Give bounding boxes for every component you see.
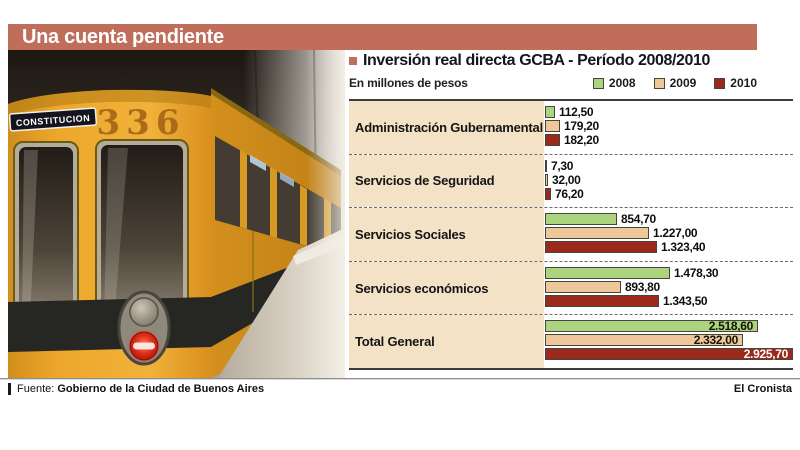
bar-line: 76,20	[545, 186, 793, 201]
route-sign-strip	[250, 155, 266, 171]
bar-line: 854,70	[545, 212, 793, 227]
train-front: CONSTITUCION 336	[8, 89, 211, 378]
bar-line: 893,80	[545, 279, 793, 294]
bar-2008	[545, 159, 547, 172]
bar-line: 2.925,70	[545, 347, 793, 362]
chart-subtitle: En millones de pesos	[349, 76, 468, 90]
bar-line: 32,00	[545, 172, 793, 187]
masthead-title: Una cuenta pendiente	[8, 24, 757, 50]
bar-2010	[545, 134, 560, 146]
value-label: 1.227,00	[653, 226, 698, 241]
category-label: Servicios Sociales	[349, 208, 544, 261]
source-label: Fuente:	[17, 383, 55, 395]
legend-year-label: 2008	[608, 76, 636, 90]
value-label: 2.518,60	[708, 319, 754, 334]
bar-2010	[545, 187, 551, 200]
bar-line: 1.227,00	[545, 226, 793, 241]
table-bottom-rule	[349, 368, 793, 370]
legend-swatch-icon	[653, 77, 665, 89]
destination-sign: CONSTITUCION	[8, 107, 98, 132]
bar-line: 2.518,60	[545, 319, 793, 334]
bar-line: 1.343,50	[545, 293, 793, 308]
chart-subtitle-row: En millones de pesos 2008 2009 2010	[349, 76, 793, 90]
footer: Fuente: Gobierno de la Ciudad de Buenos …	[8, 383, 792, 395]
legend-item-2010: 2010	[714, 76, 757, 90]
legend-year-label: 2009	[669, 76, 697, 90]
source-name: Gobierno de la Ciudad de Buenos Aires	[57, 383, 265, 395]
chart-title-row: Inversión real directa GCBA - Período 20…	[349, 52, 710, 70]
bar-group: 854,70 1.227,00 1.323,40	[544, 208, 793, 261]
bar-line: 182,20	[545, 133, 793, 147]
bar-2008	[545, 213, 617, 226]
bar-2010: 2.925,70	[545, 347, 793, 362]
bar-2008	[545, 106, 555, 118]
chart-row: Administración Gubernamental 112,50 179,20…	[349, 101, 793, 155]
bar-2008	[545, 266, 670, 279]
front-black-stripe	[8, 297, 211, 352]
chart-panel: Inversión real directa GCBA - Período 20…	[349, 50, 793, 380]
chart-row: Total General 2.518,60 2.332,00 2.925,70	[349, 315, 793, 368]
publication-credit: El Cronista	[733, 383, 792, 395]
overexposed-edge	[306, 50, 345, 378]
value-label: 182,20	[564, 133, 599, 147]
value-label: 2.925,70	[743, 347, 789, 362]
value-label: 32,00	[552, 172, 581, 187]
value-label: 179,20	[564, 119, 599, 133]
bar-group: 112,50 179,20 182,20	[544, 101, 793, 154]
bar-line: 1.323,40	[545, 240, 793, 255]
bar-group: 2.518,60 2.332,00 2.925,70	[544, 315, 793, 368]
value-label: 112,50	[559, 105, 594, 119]
chart-row: Servicios económicos 1.478,30 893,80 1.343,…	[349, 261, 793, 316]
value-label: 76,20	[555, 186, 584, 201]
legend-swatch-icon	[714, 77, 726, 89]
subway-photo: CONSTITUCION 336	[8, 50, 345, 378]
subway-photo-illustration: CONSTITUCION 336	[8, 50, 345, 378]
category-label: Servicios de Seguridad	[349, 154, 544, 208]
bar-2009	[545, 227, 649, 240]
category-label: Administración Gubernamental	[349, 101, 544, 154]
chart-legend: 2008 2009 2010	[592, 76, 757, 90]
bar-2008: 2.518,60	[545, 319, 758, 334]
title-bullet-icon	[349, 57, 357, 65]
chart-table: Administración Gubernamental 112,50 179,20…	[349, 101, 793, 368]
bar-line: 2.332,00	[545, 333, 793, 348]
chart-title: Inversión real directa GCBA - Período 20…	[363, 52, 710, 69]
bar-group: 7,30 32,00 76,20	[544, 155, 793, 208]
bar-line: 1.478,30	[545, 265, 793, 280]
footer-rule	[0, 378, 800, 380]
bar-2009	[545, 173, 548, 186]
bar-2010	[545, 294, 659, 307]
value-label: 1.478,30	[674, 265, 719, 280]
legend-swatch-icon	[592, 77, 604, 89]
bar-line: 179,20	[545, 119, 793, 133]
source-note: Fuente: Gobierno de la Ciudad de Buenos …	[8, 383, 264, 395]
value-label: 1.343,50	[663, 293, 708, 308]
bar-2009	[545, 120, 560, 132]
chart-row: Servicios Sociales 854,70 1.227,00 1.323,40	[349, 208, 793, 262]
value-label: 854,70	[621, 212, 656, 227]
taillight-icon	[117, 290, 171, 366]
value-label: 893,80	[625, 279, 660, 294]
front-window-right	[95, 139, 189, 339]
value-label: 7,30	[551, 158, 574, 173]
category-label: Servicios económicos	[349, 261, 544, 315]
value-label: 2.332,00	[693, 333, 739, 348]
legend-year-label: 2010	[730, 76, 757, 90]
legend-item-2008: 2008	[592, 76, 636, 90]
bar-2009: 2.332,00	[545, 333, 743, 348]
chart-row: Servicios de Seguridad 7,30 32,00 76,20	[349, 154, 793, 209]
bar-group: 1.478,30 893,80 1.343,50	[544, 262, 793, 315]
bar-line: 112,50	[545, 105, 793, 119]
legend-item-2009: 2009	[653, 76, 697, 90]
bar-2010	[545, 241, 657, 254]
bar-line: 7,30	[545, 158, 793, 173]
table-top-rule	[349, 99, 793, 101]
car-number: 336	[97, 103, 186, 143]
bar-2009	[545, 280, 621, 293]
category-label: Total General	[349, 315, 544, 368]
value-label: 1.323,40	[661, 240, 706, 255]
